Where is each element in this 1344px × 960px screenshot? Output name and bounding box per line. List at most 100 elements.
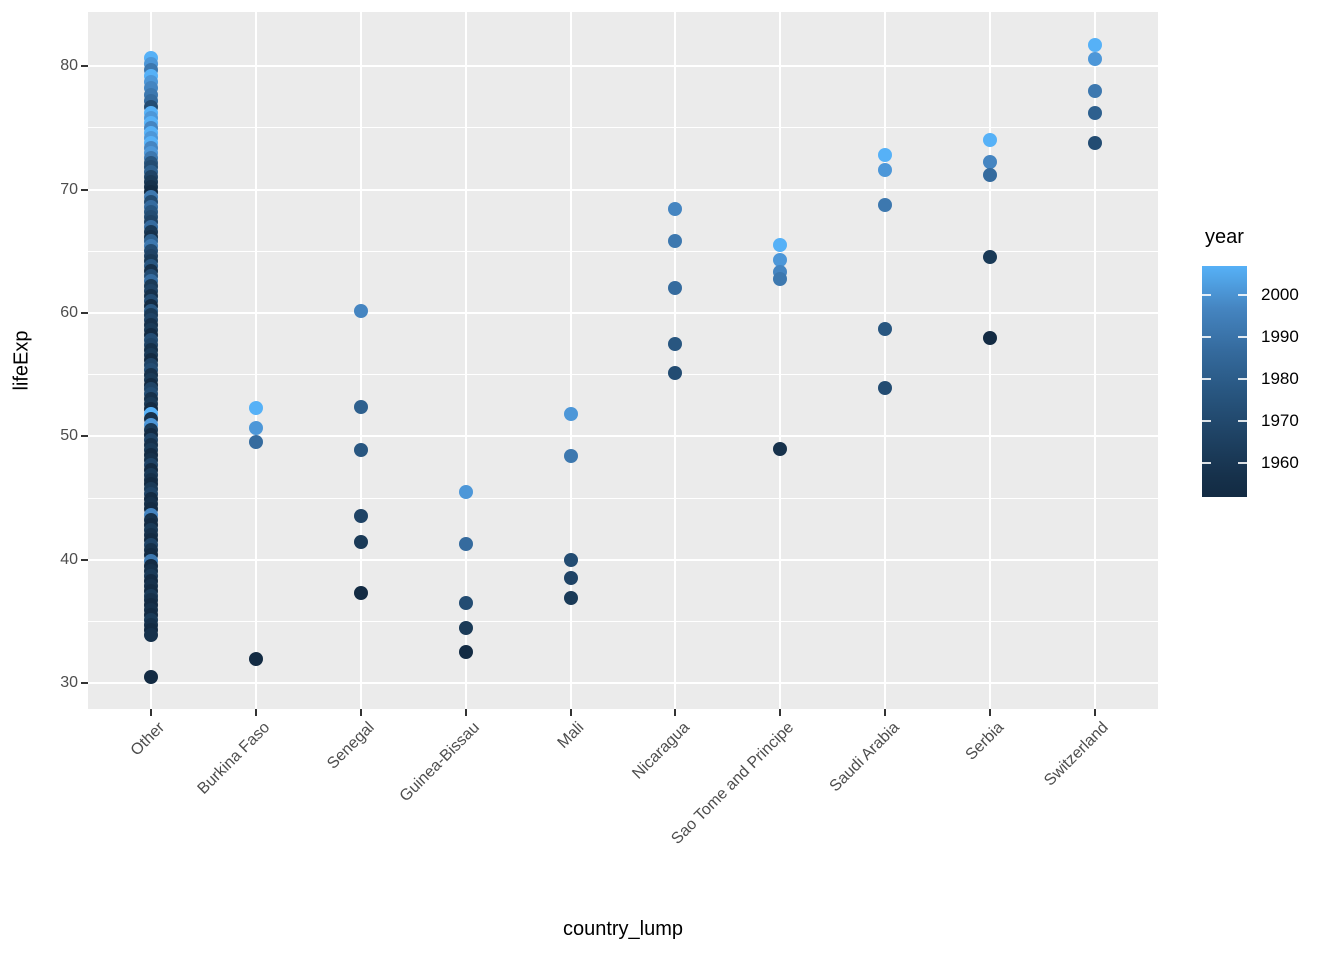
y-tick-label: 80 bbox=[60, 57, 78, 75]
data-point bbox=[248, 434, 263, 449]
plot-panel bbox=[88, 12, 1158, 709]
x-axis-title: country_lump bbox=[562, 918, 684, 940]
y-tick-label: 40 bbox=[60, 550, 78, 568]
data-point bbox=[458, 645, 473, 660]
data-point bbox=[1088, 51, 1103, 66]
data-point bbox=[563, 406, 578, 421]
y-tick-mark bbox=[81, 558, 88, 561]
major-gridline-x bbox=[989, 12, 992, 709]
x-tick-mark bbox=[989, 709, 992, 716]
legend-tick bbox=[1238, 336, 1247, 339]
y-axis-title: lifeExp bbox=[10, 330, 33, 391]
x-tick-mark bbox=[1094, 709, 1097, 716]
legend-tick-label: 1990 bbox=[1261, 327, 1299, 347]
legend-tick bbox=[1202, 336, 1211, 339]
y-tick-mark bbox=[81, 188, 88, 191]
data-point bbox=[668, 281, 683, 296]
data-point bbox=[983, 250, 998, 265]
major-gridline bbox=[88, 558, 1158, 561]
x-tick-mark bbox=[254, 709, 257, 716]
legend-tick-label: 2000 bbox=[1261, 285, 1299, 305]
data-point bbox=[458, 537, 473, 552]
data-point bbox=[353, 586, 368, 601]
major-gridline bbox=[88, 65, 1158, 68]
data-point bbox=[353, 443, 368, 458]
major-gridline bbox=[88, 435, 1158, 438]
data-point bbox=[353, 303, 368, 318]
y-tick-mark bbox=[81, 65, 88, 68]
data-point bbox=[878, 197, 893, 212]
x-tick-mark bbox=[674, 709, 677, 716]
major-gridline-x bbox=[569, 12, 572, 709]
minor-gridline bbox=[88, 127, 1158, 129]
x-tick-label: Mali bbox=[554, 719, 588, 752]
major-gridline bbox=[88, 312, 1158, 314]
data-point bbox=[668, 233, 683, 248]
data-point bbox=[1088, 83, 1103, 98]
x-tick-label: Nicaragua bbox=[628, 719, 693, 783]
data-point bbox=[563, 449, 578, 464]
data-point bbox=[353, 508, 368, 523]
y-tick-label: 70 bbox=[60, 180, 78, 198]
data-point bbox=[878, 148, 893, 163]
data-point bbox=[773, 237, 788, 252]
data-point bbox=[773, 442, 788, 457]
major-gridline bbox=[88, 188, 1158, 191]
legend-tick bbox=[1202, 294, 1211, 297]
legend-tick-label: 1980 bbox=[1261, 369, 1299, 389]
data-point bbox=[248, 401, 263, 416]
data-point bbox=[248, 421, 263, 436]
data-point bbox=[1088, 106, 1103, 121]
legend-title: year bbox=[1205, 226, 1244, 248]
data-point bbox=[353, 534, 368, 549]
data-point bbox=[878, 322, 893, 337]
x-tick-mark bbox=[779, 709, 782, 716]
x-tick-mark bbox=[884, 709, 887, 716]
legend-tick-label: 1970 bbox=[1261, 411, 1299, 431]
y-tick-mark bbox=[81, 312, 88, 314]
x-tick-label: Switzerland bbox=[1041, 719, 1113, 790]
x-tick-label: Sao Tome and Principe bbox=[668, 719, 798, 848]
data-point bbox=[983, 133, 998, 148]
legend-tick bbox=[1238, 420, 1247, 423]
y-tick-mark bbox=[81, 435, 88, 438]
legend-tick bbox=[1202, 378, 1211, 381]
x-tick-label: Senegal bbox=[324, 719, 378, 773]
minor-gridline bbox=[88, 620, 1158, 622]
major-gridline-x bbox=[779, 12, 782, 709]
data-point bbox=[143, 627, 158, 642]
legend-colorbar bbox=[1202, 266, 1247, 497]
data-point bbox=[668, 365, 683, 380]
legend-tick bbox=[1202, 462, 1211, 465]
data-point bbox=[878, 381, 893, 396]
data-point bbox=[983, 330, 998, 345]
data-point bbox=[983, 155, 998, 170]
data-point bbox=[983, 167, 998, 182]
x-tick-mark bbox=[149, 709, 152, 716]
data-point bbox=[458, 596, 473, 611]
data-point bbox=[668, 202, 683, 217]
y-tick-label: 50 bbox=[60, 427, 78, 445]
x-tick-label: Other bbox=[127, 719, 168, 760]
x-tick-label: Guinea-Bissau bbox=[396, 719, 483, 806]
major-gridline-x bbox=[254, 12, 257, 709]
data-point bbox=[563, 553, 578, 567]
minor-gridline bbox=[88, 497, 1158, 499]
minor-gridline bbox=[88, 250, 1158, 252]
data-point bbox=[353, 400, 368, 415]
x-tick-label: Serbia bbox=[962, 719, 1008, 764]
major-gridline-x bbox=[359, 12, 362, 709]
data-point bbox=[458, 484, 473, 499]
data-point bbox=[458, 620, 473, 635]
data-point bbox=[878, 162, 893, 177]
x-tick-mark bbox=[569, 709, 572, 716]
legend-tick-label: 1960 bbox=[1261, 453, 1299, 473]
minor-gridline bbox=[88, 374, 1158, 376]
data-point bbox=[668, 337, 683, 352]
legend-tick bbox=[1238, 462, 1247, 465]
data-point bbox=[143, 669, 158, 684]
data-point bbox=[563, 590, 578, 605]
x-tick-mark bbox=[359, 709, 362, 716]
data-point bbox=[773, 272, 788, 287]
